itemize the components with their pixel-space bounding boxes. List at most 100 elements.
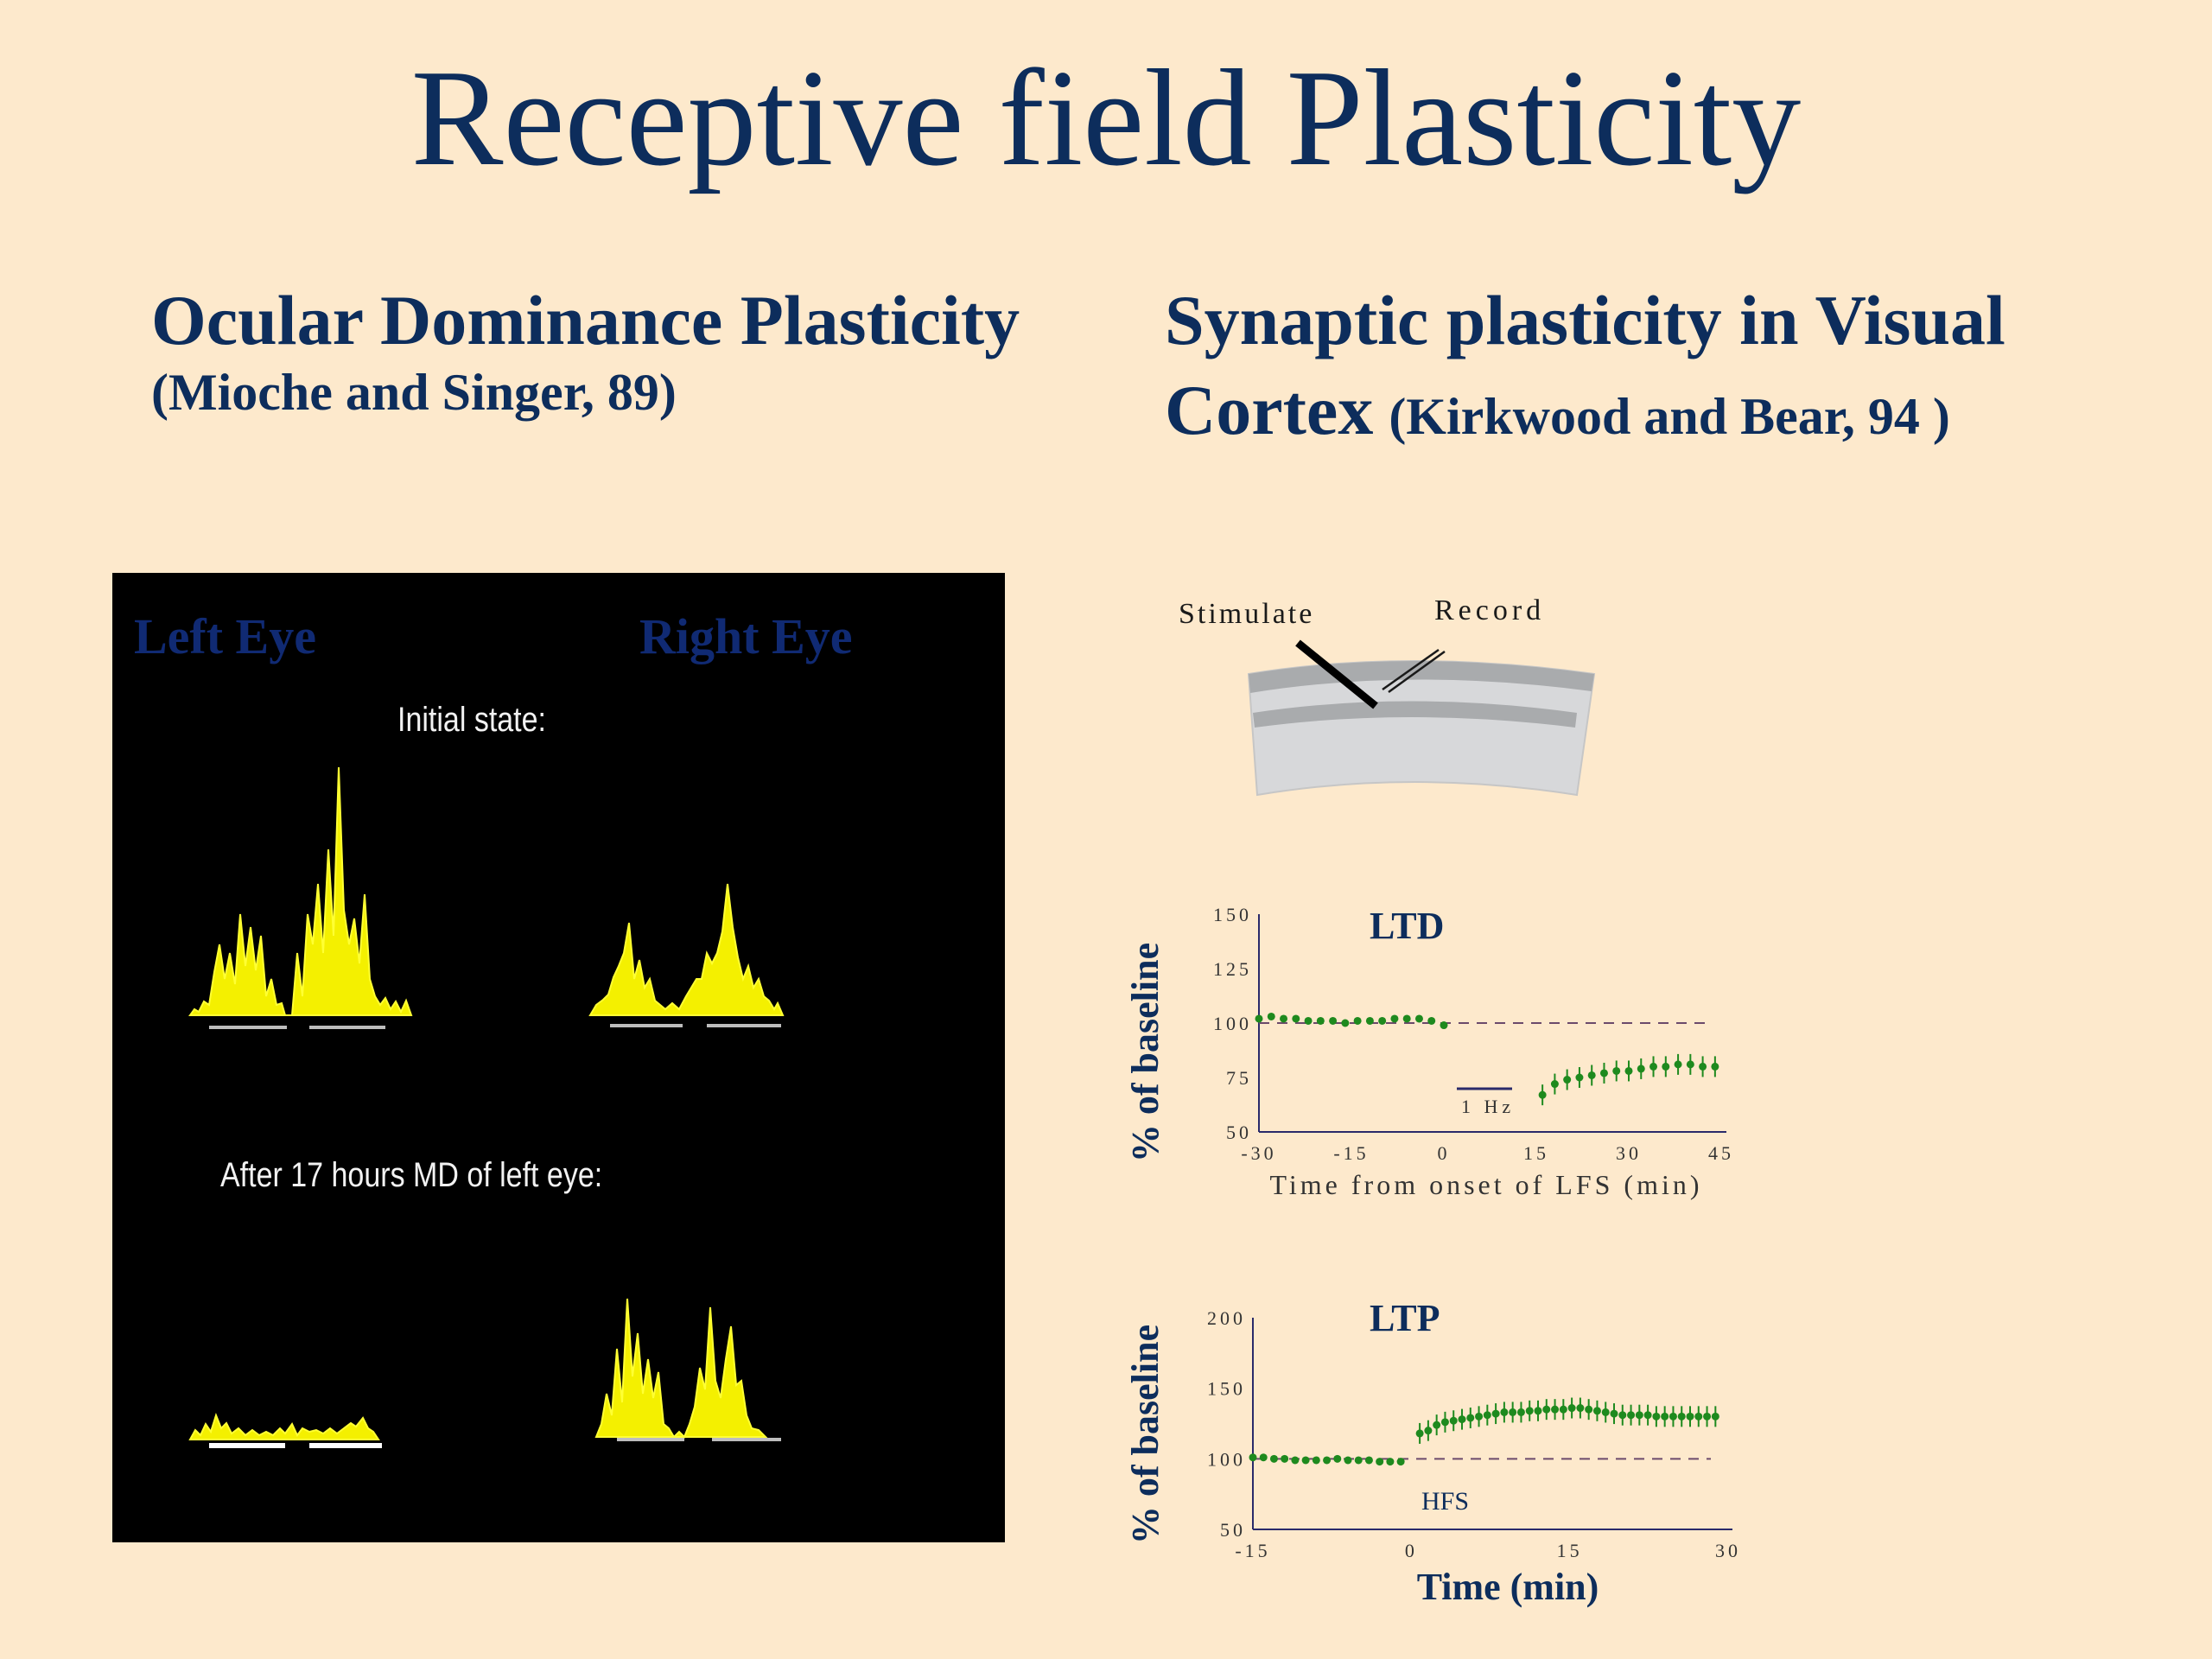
data-point xyxy=(1618,1411,1627,1420)
data-point xyxy=(1500,1408,1509,1416)
data-point xyxy=(1280,1014,1288,1023)
x-tick-label: 45 xyxy=(1708,1142,1734,1164)
right-eye-label: Right Eye xyxy=(639,608,853,664)
data-point xyxy=(1585,1405,1593,1414)
data-point xyxy=(1643,1411,1652,1420)
data-point xyxy=(1576,1404,1585,1413)
data-point xyxy=(1661,1412,1669,1421)
data-point xyxy=(1249,1453,1257,1462)
data-point xyxy=(1599,1069,1608,1077)
data-point xyxy=(1365,1016,1374,1025)
data-point xyxy=(1669,1412,1677,1421)
data-point xyxy=(1711,1412,1719,1421)
data-point xyxy=(1449,1416,1458,1425)
data-point xyxy=(1662,1062,1670,1071)
left-heading: Ocular Dominance Plasticity xyxy=(151,281,1020,359)
data-point xyxy=(1509,1408,1517,1416)
data-point xyxy=(1269,1454,1278,1463)
data-point xyxy=(1694,1412,1703,1421)
data-point xyxy=(1491,1409,1500,1418)
data-point xyxy=(1674,1060,1682,1069)
data-point xyxy=(1587,1071,1596,1079)
y-tick-label: 150 xyxy=(1207,1378,1246,1400)
right-heading-line2-row: Cortex (Kirkwood and Bear, 94 ) xyxy=(1165,366,1950,455)
data-point xyxy=(1551,1405,1560,1414)
x-tick-label: -15 xyxy=(1235,1540,1270,1561)
y-tick-label: 200 xyxy=(1207,1307,1246,1329)
data-point xyxy=(1433,1421,1441,1429)
data-point xyxy=(1601,1408,1610,1416)
y-axis-label: % of baseline xyxy=(1124,1325,1166,1544)
initial-state-label: Initial state: xyxy=(397,701,546,739)
data-point xyxy=(1341,1019,1350,1027)
x-tick-label: -15 xyxy=(1333,1142,1369,1164)
data-point xyxy=(1652,1412,1661,1421)
x-tick-label: 0 xyxy=(1405,1540,1418,1561)
y-tick-label: 50 xyxy=(1226,1122,1252,1143)
left-citation: (Mioche and Singer, 89) xyxy=(151,364,677,421)
data-point xyxy=(1402,1014,1411,1023)
data-point xyxy=(1440,1418,1449,1427)
data-point xyxy=(1525,1407,1534,1415)
data-point xyxy=(1378,1016,1387,1025)
after-md-label: After 17 hours MD of left eye: xyxy=(220,1156,603,1194)
ltd-chart: 50 75 100 125 150 -30 -15 0 15 30 45 LTD % of baseli… xyxy=(1124,904,1734,1200)
data-point xyxy=(1390,1014,1399,1023)
recording-electrode xyxy=(1382,648,1440,691)
y-tick-label: 75 xyxy=(1226,1067,1252,1089)
data-point xyxy=(1364,1456,1373,1465)
data-point xyxy=(1542,1405,1551,1414)
data-point xyxy=(1559,1405,1567,1414)
record-label: Record xyxy=(1434,594,1546,626)
x-tick-label: 15 xyxy=(1523,1142,1549,1164)
data-point xyxy=(1550,1080,1559,1089)
stim-label: 1 Hz xyxy=(1461,1096,1515,1117)
left-eye-label: Left Eye xyxy=(134,608,316,664)
y-axis-label: % of baseline xyxy=(1124,943,1166,1162)
data-point xyxy=(1376,1458,1384,1466)
stim-label: HFS xyxy=(1421,1487,1469,1516)
x-tick-label: 30 xyxy=(1616,1142,1642,1164)
stimulate-label: Stimulate xyxy=(1179,598,1315,630)
cortex-diagram: Stimulate Record xyxy=(1175,588,1624,812)
ocular-dominance-figure: Left Eye Right Eye Initial state: After … xyxy=(112,573,1005,1542)
data-point xyxy=(1538,1090,1547,1099)
data-point xyxy=(1635,1411,1643,1420)
data-point xyxy=(1304,1016,1313,1025)
y-tick-label: 100 xyxy=(1213,1013,1252,1034)
data-point xyxy=(1516,1408,1525,1416)
cortex-slice-illustration xyxy=(1247,639,1596,797)
data-point xyxy=(1281,1454,1289,1463)
y-tick-label: 150 xyxy=(1213,904,1252,925)
data-point xyxy=(1259,1453,1268,1462)
data-point xyxy=(1291,1456,1300,1465)
data-point xyxy=(1344,1456,1352,1465)
data-point xyxy=(1711,1062,1719,1071)
y-tick-label: 125 xyxy=(1213,958,1252,980)
data-point xyxy=(1610,1409,1618,1418)
y-tick-label: 50 xyxy=(1220,1519,1246,1541)
stimulating-electrode xyxy=(1295,639,1378,709)
chart-title: LTD xyxy=(1370,905,1444,947)
data-point xyxy=(1414,1014,1423,1023)
cortex-layer-band xyxy=(1253,701,1577,728)
data-point xyxy=(1677,1412,1686,1421)
data-point xyxy=(1329,1016,1338,1025)
data-point xyxy=(1312,1456,1320,1465)
data-point xyxy=(1440,1021,1448,1030)
data-point xyxy=(1267,1012,1275,1020)
x-axis-label: Time from onset of LFS (min) xyxy=(1269,1169,1702,1200)
data-point xyxy=(1424,1427,1433,1435)
data-point xyxy=(1534,1407,1542,1415)
slide-title: Receptive field Plasticity xyxy=(410,41,1802,194)
data-point xyxy=(1466,1414,1475,1422)
data-point xyxy=(1612,1066,1621,1075)
data-point xyxy=(1353,1016,1362,1025)
data-point xyxy=(1427,1016,1436,1025)
data-point xyxy=(1483,1411,1491,1420)
x-tick-label: 0 xyxy=(1438,1142,1451,1164)
ltp-chart: 50 100 150 200 -15 0 15 30 LTP % of baseline Time … xyxy=(1124,1297,1738,1608)
data-point xyxy=(1255,1014,1263,1023)
data-point xyxy=(1563,1076,1572,1084)
psth-initial-left-eye xyxy=(188,766,413,1016)
